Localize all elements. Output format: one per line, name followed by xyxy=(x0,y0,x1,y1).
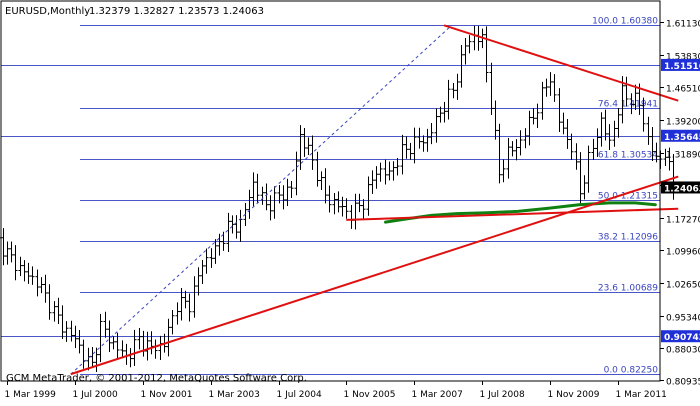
x-axis-tick-label: 1 Mar 2011 xyxy=(616,390,667,400)
level-price-label: 0.90742 xyxy=(664,333,700,343)
y-axis-tick-label: 1.53830 xyxy=(666,53,700,63)
trendline xyxy=(443,24,679,102)
chart-ohlc-values: 1.32379 1.32827 1.23573 1.24063 xyxy=(89,6,264,17)
x-axis-tick-label: 1 Jul 2004 xyxy=(277,390,322,400)
current-price-label: 1.24063 xyxy=(664,184,700,194)
x-axis-tick-label: 1 Nov 2001 xyxy=(141,390,193,400)
fib-level-label: 38.2 1.12096 xyxy=(598,233,658,243)
level-price-label: 1.35645 xyxy=(664,133,700,143)
fibonacci-trend-dashed-line xyxy=(70,24,452,375)
level-price-box xyxy=(661,129,700,142)
fib-level-label: 76.4 1.41941 xyxy=(598,100,658,110)
x-axis-tick-label: 1 Mar 2003 xyxy=(209,390,260,400)
fib-level-label: 0.0 0.82250 xyxy=(604,366,659,376)
fib-level-label: 50.0 1.21315 xyxy=(598,192,658,202)
fib-level-label: 61.8 1.30534 xyxy=(598,151,658,161)
level-price-label: 1.51516 xyxy=(664,62,700,72)
y-axis-tick-label: 0.88030 xyxy=(666,346,700,356)
copyright-note: GCM MetaTrader, © 2001-2012, MetaQuotes … xyxy=(6,373,307,384)
x-axis-tick-label: 1 Nov 2005 xyxy=(344,390,396,400)
trendline xyxy=(70,175,679,376)
trendline xyxy=(346,207,679,221)
y-axis-tick-label: 0.80935 xyxy=(666,378,700,388)
x-axis-tick-label: 1 Jul 2000 xyxy=(73,390,118,400)
y-axis-tick-label: 1.61130 xyxy=(666,20,700,30)
y-axis-tick-label: 1.09960 xyxy=(666,248,700,258)
y-axis-tick-label: 1.31890 xyxy=(666,151,700,161)
fib-level-label: 100.0 1.60380 xyxy=(592,17,658,27)
y-axis-tick-label: 1.39200 xyxy=(666,118,700,128)
x-axis-tick-label: 1 Mar 2007 xyxy=(412,390,463,400)
y-axis-tick-label: 1.17270 xyxy=(666,216,700,226)
chart-symbol-label: EURUSD,Monthly xyxy=(5,6,90,17)
y-axis-tick-label: 0.95340 xyxy=(666,314,700,324)
level-price-box xyxy=(661,58,700,71)
fib-level-label: 23.6 1.00689 xyxy=(598,284,658,294)
x-axis-tick-label: 1 Jul 2008 xyxy=(480,390,525,400)
y-axis-tick-label: 1.46510 xyxy=(666,85,700,95)
plot-frame xyxy=(0,0,661,382)
current-price-box xyxy=(661,181,700,194)
y-axis-tick-label: 1.02650 xyxy=(666,281,700,291)
x-axis-tick-label: 1 Mar 1999 xyxy=(5,390,57,400)
x-axis-tick-label: 1 Nov 2009 xyxy=(548,390,600,400)
level-price-box xyxy=(661,330,700,343)
